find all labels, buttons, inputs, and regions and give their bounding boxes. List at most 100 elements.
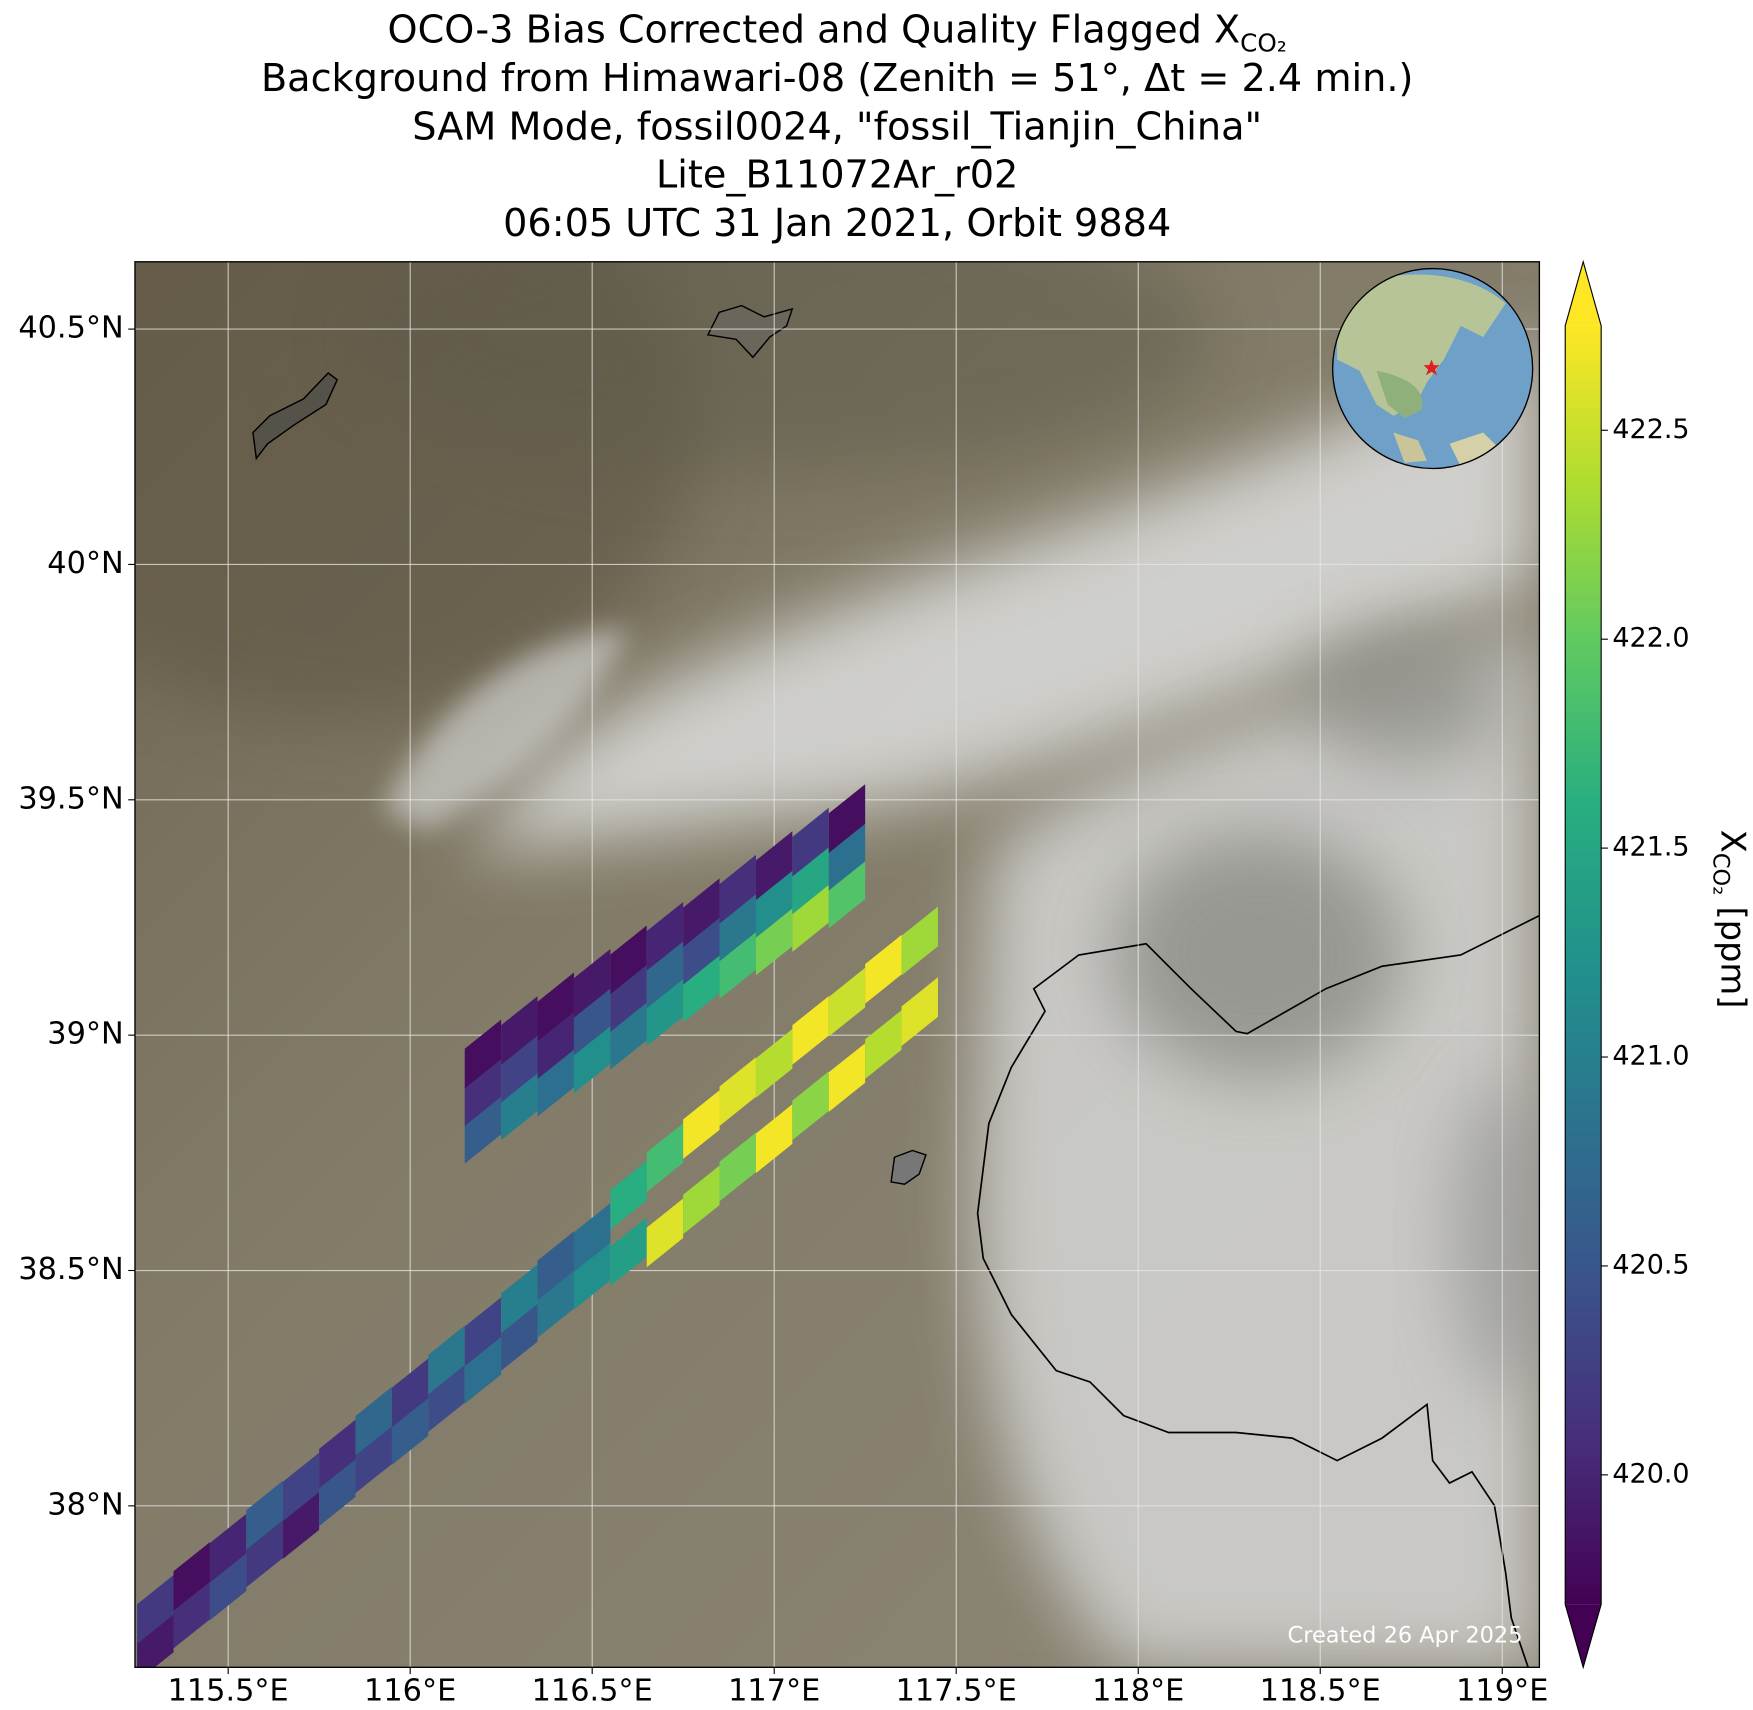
colorbar-tick-label: 421.5 bbox=[1612, 832, 1689, 863]
sounding bbox=[683, 953, 720, 1023]
sounding bbox=[501, 1033, 538, 1103]
colorbar-tick-label: 422.5 bbox=[1612, 414, 1689, 445]
sounding bbox=[865, 1010, 902, 1079]
sounding bbox=[246, 1480, 283, 1550]
sounding bbox=[901, 906, 938, 976]
sounding bbox=[683, 878, 720, 948]
sounding bbox=[391, 1396, 429, 1465]
sounding bbox=[755, 869, 793, 938]
colorbar-scale bbox=[1565, 325, 1602, 1605]
x-tick-label: 118.5°E bbox=[1260, 1674, 1381, 1709]
sounding bbox=[355, 1424, 392, 1494]
globe-inset bbox=[1331, 267, 1534, 470]
colorbar-tick-label: 420.5 bbox=[1612, 1249, 1689, 1280]
title-text: Background from Himawari-08 (Zenith = 51… bbox=[261, 57, 1413, 101]
sounding bbox=[137, 1575, 174, 1644]
sounding bbox=[246, 1518, 283, 1588]
sounding bbox=[610, 1160, 647, 1230]
sounding bbox=[464, 1019, 502, 1089]
colorbar-tick-label: 422.0 bbox=[1612, 623, 1689, 654]
sounding bbox=[282, 1452, 320, 1522]
sounding bbox=[537, 1231, 574, 1301]
sounding bbox=[537, 972, 574, 1042]
sounding bbox=[428, 1325, 465, 1395]
sounding bbox=[755, 1029, 793, 1098]
colorbar-tick-label: 421.0 bbox=[1612, 1041, 1689, 1072]
title-line: Background from Himawari-08 (Zenith = 51… bbox=[261, 57, 1413, 101]
sounding bbox=[464, 1094, 502, 1164]
x-tick-label: 117.5°E bbox=[896, 1674, 1017, 1709]
sounding bbox=[137, 1612, 174, 1668]
title-line: SAM Mode, fossil0024, "fossil_Tianjin_Ch… bbox=[412, 105, 1262, 149]
sounding bbox=[319, 1457, 356, 1527]
sounding bbox=[610, 963, 647, 1032]
sounding bbox=[828, 859, 866, 929]
background-image: Created 26 Apr 2025 bbox=[134, 261, 1540, 1668]
sounding bbox=[391, 1358, 429, 1428]
colorbar-label: XCO₂ [ppm] bbox=[1708, 830, 1753, 1009]
sounding bbox=[464, 1297, 502, 1367]
x-tick-label: 115.5°E bbox=[168, 1674, 289, 1709]
sounding bbox=[755, 906, 793, 976]
sounding bbox=[792, 996, 829, 1065]
sounding bbox=[719, 930, 756, 999]
sounding bbox=[683, 1165, 720, 1235]
sounding bbox=[428, 1363, 465, 1432]
sounding bbox=[865, 934, 902, 1004]
sounding bbox=[755, 1104, 793, 1174]
colorbar-label-text: X bbox=[1713, 830, 1752, 853]
sounding bbox=[646, 1198, 684, 1268]
sounding bbox=[610, 925, 647, 995]
sounding bbox=[464, 1057, 502, 1126]
sounding bbox=[573, 949, 611, 1018]
colorbar-tick-label: 420.0 bbox=[1612, 1458, 1689, 1489]
sounding bbox=[610, 1000, 647, 1070]
y-tick-label: 38.5°N bbox=[18, 1252, 123, 1287]
sounding bbox=[501, 1071, 538, 1141]
colorbar-extend-top bbox=[1565, 261, 1602, 326]
sounding bbox=[792, 883, 829, 952]
sounding bbox=[901, 977, 938, 1046]
sounding bbox=[573, 1024, 611, 1094]
credit: Created 26 Apr 2025 bbox=[1288, 1623, 1523, 1649]
sounding bbox=[646, 1123, 684, 1192]
sounding bbox=[719, 892, 756, 962]
title: OCO-3 Bias Corrected and Quality Flagged… bbox=[261, 9, 1413, 246]
title-subscript: CO₂ bbox=[1240, 29, 1287, 58]
sounding bbox=[501, 996, 538, 1065]
sounding bbox=[755, 831, 793, 901]
sounding bbox=[501, 1264, 538, 1334]
y-tick-label: 40.5°N bbox=[18, 311, 123, 346]
sounding bbox=[173, 1579, 210, 1649]
colorbar-extend-bottom bbox=[1565, 1604, 1602, 1668]
y-tick-label: 39.5°N bbox=[18, 781, 123, 816]
sounding bbox=[719, 1132, 756, 1202]
colorbar-label-subscript: CO₂ bbox=[1708, 853, 1734, 895]
sounding bbox=[828, 1043, 866, 1112]
sounding bbox=[792, 845, 829, 915]
sounding bbox=[646, 939, 684, 1009]
sounding bbox=[828, 784, 866, 853]
sounding bbox=[573, 986, 611, 1056]
x-tick-label: 117°E bbox=[728, 1674, 820, 1709]
sounding bbox=[683, 1090, 720, 1159]
sounding bbox=[464, 1334, 502, 1404]
y-tick-label: 39°N bbox=[47, 1017, 123, 1052]
sounding bbox=[646, 901, 684, 971]
sounding bbox=[209, 1513, 247, 1583]
sounding bbox=[610, 1217, 647, 1286]
sounding bbox=[537, 1047, 574, 1117]
colorbar: 420.0 420.5 421.0 421.5 422.0 422.5 XCO₂ [ppm] bbox=[1564, 259, 1753, 1670]
sounding bbox=[792, 807, 829, 877]
title-text: OCO-3 Bias Corrected and Quality Flagged… bbox=[388, 9, 1241, 53]
sounding bbox=[646, 977, 684, 1046]
title-line: 06:05 UTC 31 Jan 2021, Orbit 9884 bbox=[503, 202, 1171, 246]
sounding bbox=[501, 1302, 538, 1371]
x-tick-label: 119°E bbox=[1456, 1674, 1548, 1709]
y-tick-label: 38°N bbox=[47, 1487, 123, 1522]
title-line: OCO-3 Bias Corrected and Quality Flagged… bbox=[388, 9, 1287, 58]
sounding bbox=[683, 916, 720, 985]
title-line: Lite_B11072Ar_r02 bbox=[656, 154, 1018, 198]
x-tick-label: 116°E bbox=[364, 1674, 456, 1709]
